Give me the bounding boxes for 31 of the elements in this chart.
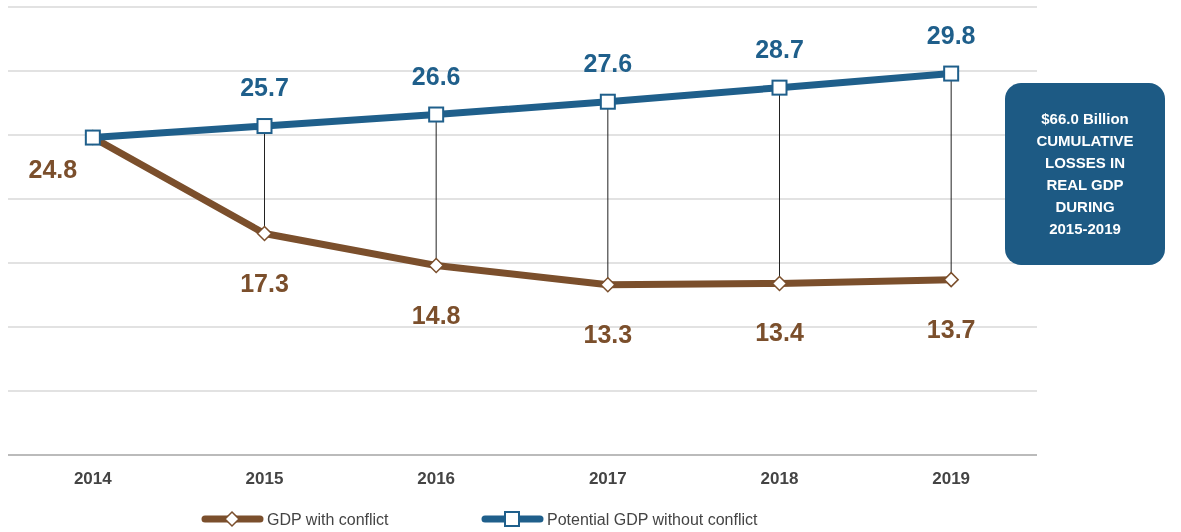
- x-tick-label: 2018: [760, 469, 799, 488]
- x-tick-label: 2017: [588, 469, 627, 488]
- point: [428, 106, 445, 123]
- data-label: 13.7: [926, 314, 976, 343]
- data-label: 26.6: [411, 61, 461, 90]
- point: [428, 257, 444, 274]
- legend-label: Potential GDP without conflict: [547, 511, 759, 528]
- point: [599, 93, 616, 110]
- point: [771, 275, 788, 292]
- point: [256, 118, 273, 135]
- point: [943, 271, 959, 288]
- data-label: 27.6: [583, 48, 633, 77]
- point: [771, 79, 788, 96]
- x-tick-label: 2014: [73, 469, 113, 488]
- x-tick-label: 2015: [245, 469, 284, 488]
- data-label: 24.8: [28, 154, 78, 183]
- callout-box: $66.0 Billion CUMULATIVE LOSSES IN REAL GDP DURING 2015-2019: [1005, 83, 1165, 265]
- data-label: 13.3: [583, 319, 633, 348]
- x-tick-label: 2019: [932, 469, 971, 488]
- data-label: 29.8: [926, 20, 976, 49]
- annotation: $66.0 Billion CUMULATIVE LOSSES IN REAL GDP DURING 2015-2019: [1036, 110, 1134, 237]
- data-label: 14.8: [411, 300, 461, 329]
- data-label: 25.7: [240, 73, 289, 102]
- x-tick-label: 2016: [417, 469, 456, 488]
- point: [600, 277, 616, 293]
- data-label: 17.3: [240, 268, 289, 297]
- point: [943, 65, 960, 82]
- data-label: 28.7: [755, 34, 804, 63]
- data-label: 13.4: [755, 318, 804, 347]
- legend-label: GDP with conflict: [267, 511, 390, 528]
- point: [256, 225, 273, 242]
